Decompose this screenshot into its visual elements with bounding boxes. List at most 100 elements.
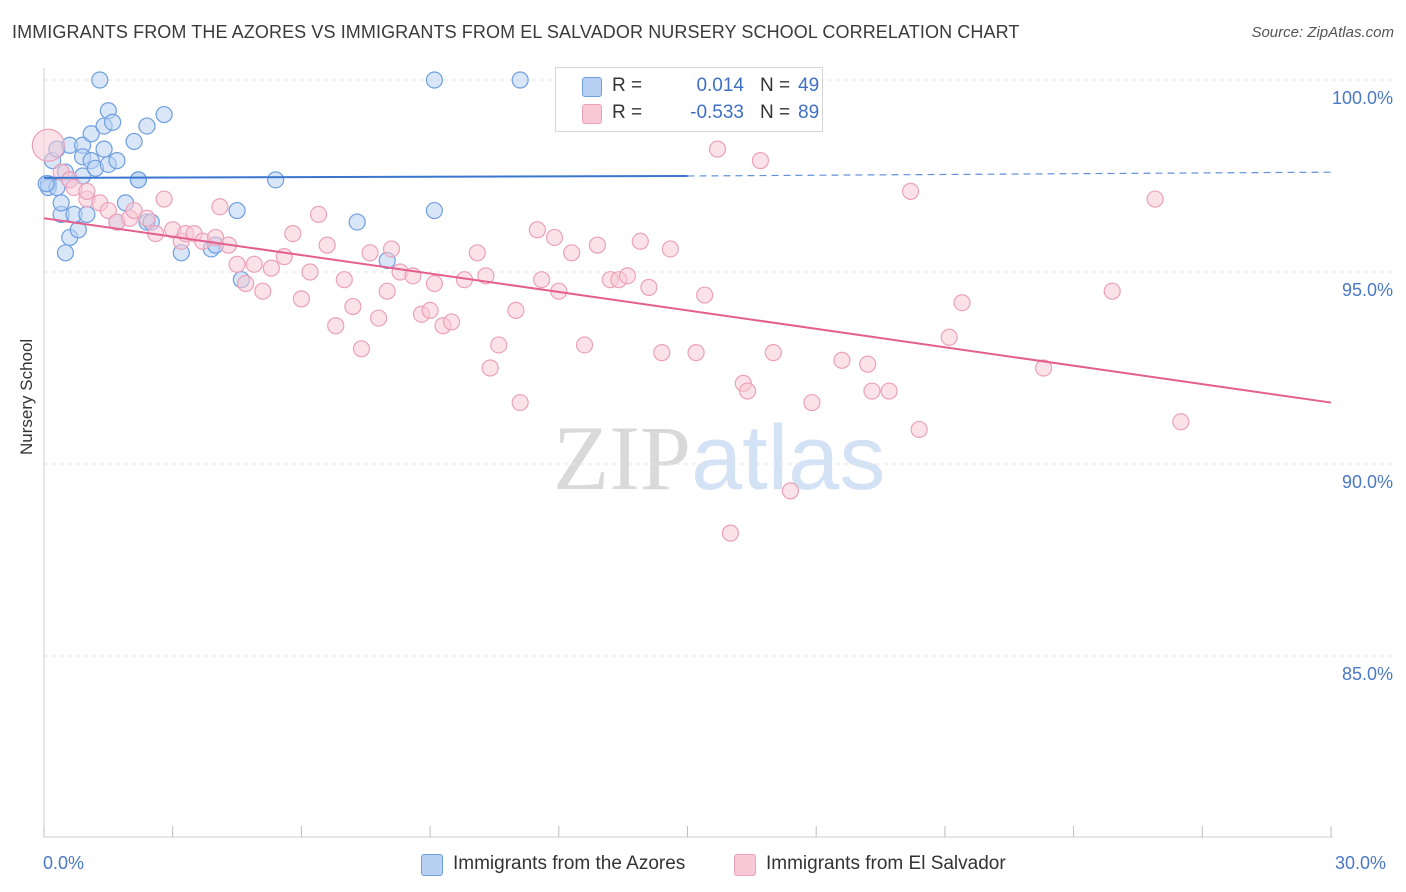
point-azores — [138, 117, 156, 135]
point-el-salvador — [262, 259, 280, 277]
point-azores — [78, 205, 96, 223]
point-el-salvador — [563, 244, 581, 262]
azores-swatch — [582, 77, 602, 97]
point-el-salvador — [653, 344, 671, 362]
azores-legend-swatch — [421, 854, 443, 876]
point-azores — [425, 201, 443, 220]
point-el-salvador — [588, 236, 607, 254]
n-label: N = — [760, 102, 791, 123]
y-tick-label: 85.0% — [1342, 664, 1393, 684]
point-el-salvador — [721, 524, 740, 542]
point-el-salvador — [31, 128, 65, 162]
n-value: 89 — [798, 102, 820, 123]
trendline-azores-extension — [687, 171, 1332, 177]
point-el-salvador — [237, 274, 255, 293]
point-el-salvador — [545, 228, 564, 247]
point-el-salvador — [245, 255, 263, 273]
point-el-salvador — [318, 236, 336, 254]
y-tick-label: 100.0% — [1332, 88, 1393, 108]
point-azores — [69, 221, 87, 239]
point-el-salvador — [1034, 359, 1053, 377]
point-el-salvador — [661, 240, 679, 258]
r-value: -0.533 — [690, 102, 744, 123]
point-azores — [129, 171, 147, 189]
y-tick-label: 95.0% — [1342, 280, 1393, 300]
point-azores — [348, 213, 366, 231]
point-el-salvador — [99, 201, 117, 220]
stats-legend: R = 0.014 N = 49 R = -0.533 N = 89 — [555, 67, 823, 132]
point-azores — [91, 71, 109, 89]
point-el-salvador — [640, 278, 658, 296]
point-azores — [104, 113, 122, 131]
point-el-salvador — [1172, 413, 1190, 431]
trendline-azores — [43, 175, 688, 179]
trendline-el-salvador — [43, 217, 1332, 404]
el-salvador-legend-swatch — [734, 854, 756, 876]
point-azores — [108, 152, 126, 170]
point-el-salvador — [344, 297, 362, 316]
chart-title: IMMIGRANTS FROM THE AZORES VS IMMIGRANTS… — [12, 22, 1020, 42]
source-label: Source: ZipAtlas.com — [1251, 24, 1394, 41]
y-tick-label: 90.0% — [1342, 472, 1393, 492]
point-el-salvador — [421, 301, 439, 319]
point-el-salvador — [618, 267, 637, 285]
point-el-salvador — [382, 240, 401, 258]
watermark: ZIPatlas — [553, 405, 885, 511]
x-tick-label-min: 0.0% — [43, 853, 85, 873]
legend-label-el-salvador: Immigrants from El Salvador — [766, 853, 1006, 874]
r-label: R = — [612, 75, 643, 96]
point-el-salvador — [211, 198, 229, 216]
point-el-salvador — [953, 294, 971, 312]
point-el-salvador — [880, 382, 898, 400]
point-el-salvador — [738, 382, 757, 400]
point-el-salvador — [378, 282, 396, 300]
point-azores — [125, 132, 143, 151]
n-value: 49 — [798, 75, 820, 96]
point-el-salvador — [803, 393, 821, 412]
point-el-salvador — [940, 328, 958, 346]
point-azores — [82, 125, 100, 143]
point-el-salvador — [292, 290, 310, 308]
point-el-salvador — [254, 282, 272, 300]
point-el-salvador — [859, 355, 877, 373]
point-azores — [155, 105, 173, 124]
point-el-salvador — [78, 182, 96, 200]
point-el-salvador — [301, 263, 319, 281]
point-el-salvador — [490, 336, 508, 354]
point-el-salvador — [468, 244, 486, 262]
point-el-salvador — [228, 255, 246, 273]
point-el-salvador — [910, 420, 928, 439]
point-el-salvador — [335, 271, 353, 289]
point-el-salvador — [901, 182, 920, 200]
point-el-salvador — [687, 344, 705, 362]
point-el-salvador — [477, 267, 495, 285]
r-value: 0.014 — [696, 75, 744, 96]
point-el-salvador — [1103, 282, 1121, 300]
point-azores — [267, 171, 285, 189]
point-azores — [56, 244, 75, 262]
x-tick-label-max: 30.0% — [1335, 853, 1387, 873]
point-el-salvador — [833, 351, 851, 369]
point-azores — [95, 140, 113, 158]
point-el-salvador — [1146, 190, 1164, 208]
point-el-salvador — [155, 190, 173, 208]
point-el-salvador — [696, 286, 714, 304]
watermark-zip: ZIP — [553, 407, 691, 509]
point-el-salvador — [533, 271, 551, 289]
y-axis-label: Nursery School — [17, 338, 36, 455]
point-el-salvador — [309, 205, 328, 223]
point-el-salvador — [575, 336, 594, 354]
point-el-salvador — [631, 232, 649, 250]
r-label: R = — [612, 102, 643, 123]
point-el-salvador — [284, 225, 302, 243]
point-el-salvador — [138, 209, 156, 227]
point-el-salvador — [708, 140, 727, 158]
point-azores — [52, 194, 70, 212]
point-el-salvador — [481, 359, 499, 377]
n-label: N = — [760, 75, 791, 96]
point-azores — [228, 201, 246, 220]
point-el-salvador — [781, 482, 800, 500]
legend-label-azores: Immigrants from the Azores — [453, 853, 686, 874]
point-azores — [37, 175, 55, 193]
